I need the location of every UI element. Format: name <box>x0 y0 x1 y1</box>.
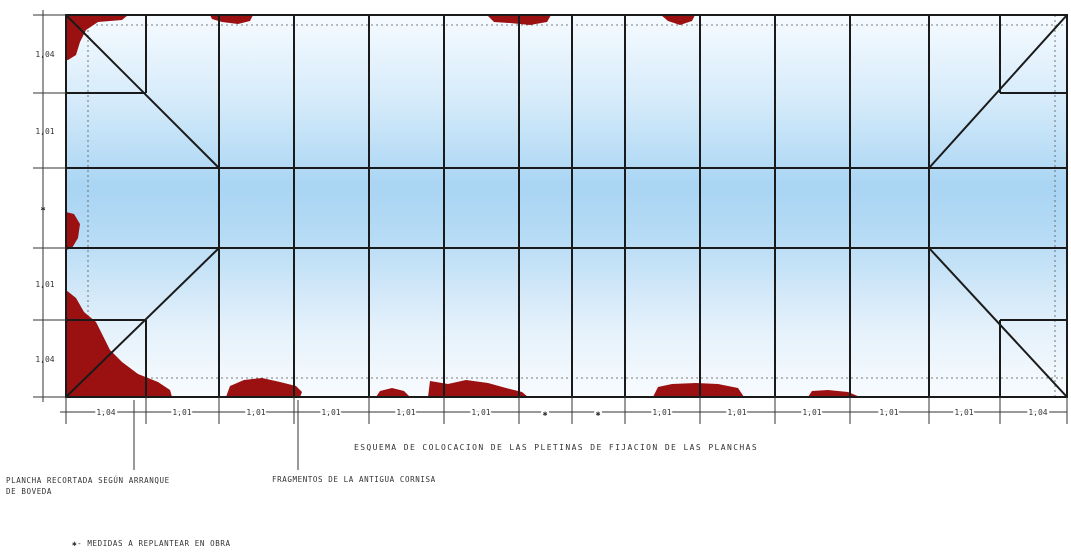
damage-patch <box>808 390 860 397</box>
horizontal-dim-label: 1,01 <box>172 408 191 417</box>
leader-lines <box>133 400 299 470</box>
horizontal-dim-label: 1,01 <box>396 408 415 417</box>
horizontal-dim-label: ✱ <box>543 409 548 418</box>
panel-surface <box>66 15 1067 397</box>
note-plancha-recortada-cont: DE BOVEDA <box>6 487 52 496</box>
damage-patch <box>661 15 695 25</box>
horizontal-dimension-labels: 1,04 1,01 1,01 1,01 1,01 1,01 ✱ ✱ 1,01 1… <box>94 406 1049 420</box>
vertical-dimension-labels: 1,04 1,01 ✱ 1,01 1,04 <box>35 50 54 364</box>
horizontal-dimension-line <box>60 397 1068 424</box>
note-medidas-replantear: ✱- MEDIDAS A REPLANTEAR EN OBRA <box>72 539 231 548</box>
vertical-dim-label: 1,01 <box>35 280 54 289</box>
damage-patch <box>66 212 80 250</box>
damage-patch <box>376 388 410 397</box>
outer-frame <box>65 14 1068 398</box>
note-plancha-recortada: PLANCHA RECORTADA SEGÚN ARRANQUE <box>6 476 170 485</box>
vertical-dim-label: 1,04 <box>35 355 54 364</box>
horizontal-dim-label: 1,01 <box>652 408 671 417</box>
dotted-boundary <box>66 15 1067 397</box>
vertical-dimension-line <box>33 10 66 402</box>
vertical-dim-label: ✱ <box>41 204 46 213</box>
horizontal-dim-label: 1,01 <box>246 408 265 417</box>
damage-patch <box>66 15 128 60</box>
vertical-dim-label: 1,04 <box>35 50 54 59</box>
horizontal-dim-label: ✱ <box>596 409 601 418</box>
damage-patch <box>653 383 744 397</box>
damage-patch <box>210 15 253 24</box>
damage-patch <box>428 380 528 397</box>
horizontal-dim-label: 1,04 <box>96 408 115 417</box>
vertical-dim-label: 1,01 <box>35 127 54 136</box>
plate-grid-lines <box>65 14 1068 398</box>
damage-patch <box>226 378 302 397</box>
drawing-title: ESQUEMA DE COLOCACION DE LAS PLETINAS DE… <box>354 443 758 452</box>
horizontal-dim-label: 1,01 <box>802 408 821 417</box>
horizontal-dim-label: 1,01 <box>954 408 973 417</box>
horizontal-dim-label: 1,01 <box>727 408 746 417</box>
horizontal-dim-label: 1,01 <box>471 408 490 417</box>
note-fragmentos-cornisa: FRAGMENTOS DE LA ANTIGUA CORNISA <box>272 475 436 484</box>
horizontal-dim-label: 1,01 <box>321 408 340 417</box>
horizontal-dim-label: 1,01 <box>879 408 898 417</box>
horizontal-dim-label: 1,04 <box>1028 408 1047 417</box>
